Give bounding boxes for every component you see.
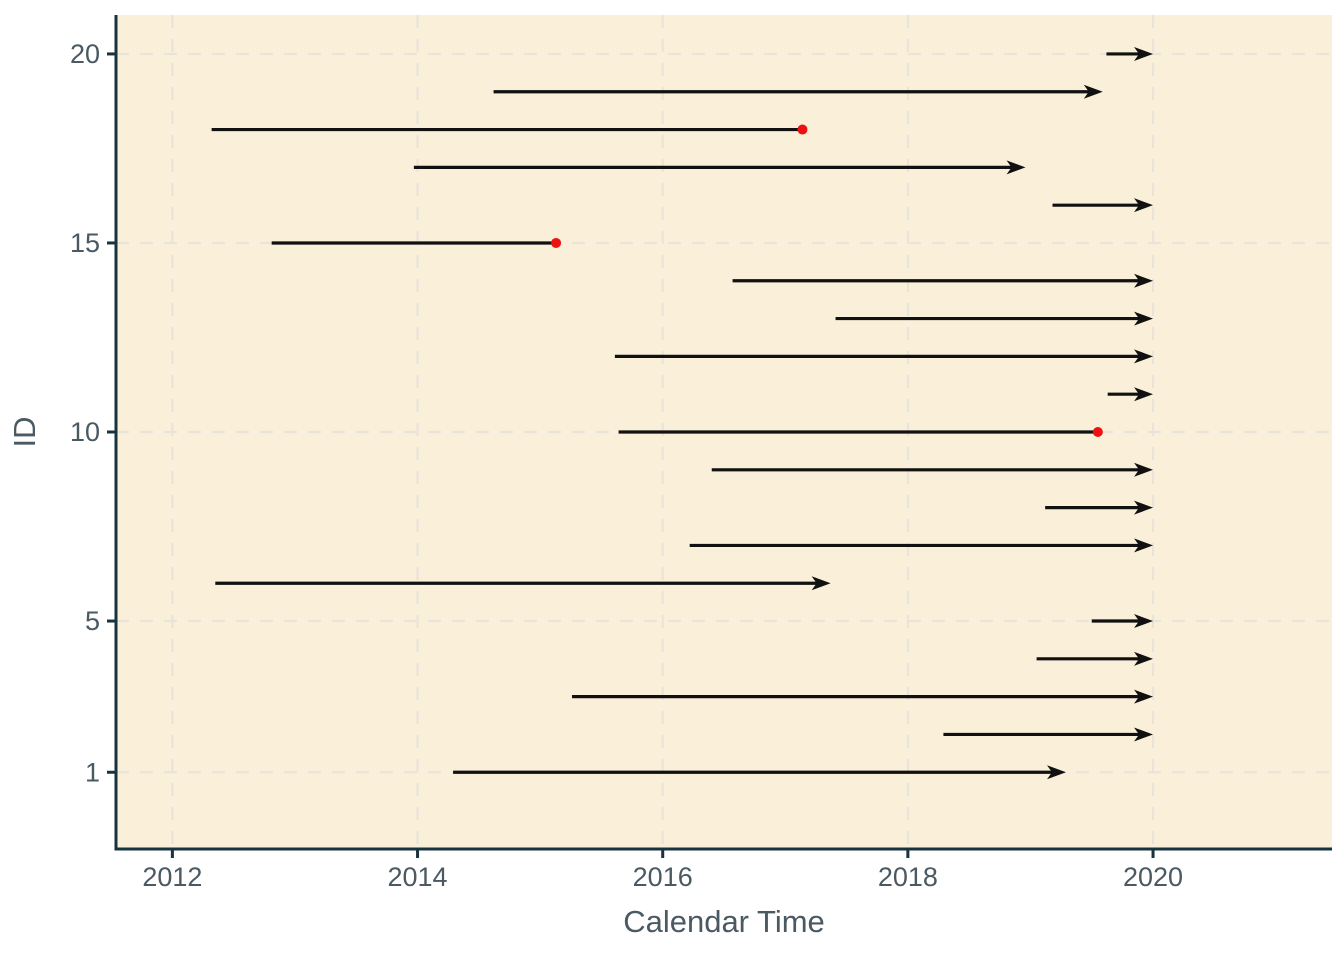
arrowhead-icon (1134, 500, 1154, 515)
arrowhead-icon (1134, 727, 1154, 742)
y-tick-label: 20 (70, 39, 100, 69)
y-tick-label: 15 (70, 228, 100, 258)
x-tick-label: 2016 (633, 862, 693, 892)
arrowhead-icon (1047, 765, 1066, 780)
arrowhead-icon (1006, 160, 1026, 175)
arrowhead-icon (1134, 538, 1154, 553)
x-tick-label: 2018 (878, 862, 938, 892)
arrowhead-icon (1134, 46, 1154, 61)
arrowhead-icon (1134, 614, 1154, 629)
event-dot-marker (551, 237, 562, 248)
arrowhead-icon (1134, 387, 1154, 402)
x-tick-label: 2012 (142, 862, 202, 892)
arrowhead-icon (811, 576, 831, 591)
arrowhead-icon (1134, 462, 1154, 477)
event-dot-marker (1092, 427, 1103, 437)
event-dot-marker (797, 124, 808, 135)
y-tick-label: 1 (85, 757, 100, 787)
y-axis-title: ID (7, 416, 42, 448)
arrowhead-icon (1134, 273, 1154, 288)
arrowhead-icon (1134, 651, 1154, 666)
y-tick-label: 5 (85, 606, 100, 636)
arrowhead-icon (1083, 84, 1103, 99)
x-tick-label: 2020 (1123, 862, 1183, 892)
x-tick-label: 2014 (388, 862, 448, 892)
arrowhead-icon (1134, 311, 1154, 326)
arrowhead-icon (1134, 349, 1154, 364)
arrowhead-icon (1134, 689, 1154, 704)
y-tick-label: 10 (70, 417, 100, 447)
arrowhead-icon (1134, 198, 1154, 213)
x-axis-title: Calendar Time (623, 904, 825, 939)
